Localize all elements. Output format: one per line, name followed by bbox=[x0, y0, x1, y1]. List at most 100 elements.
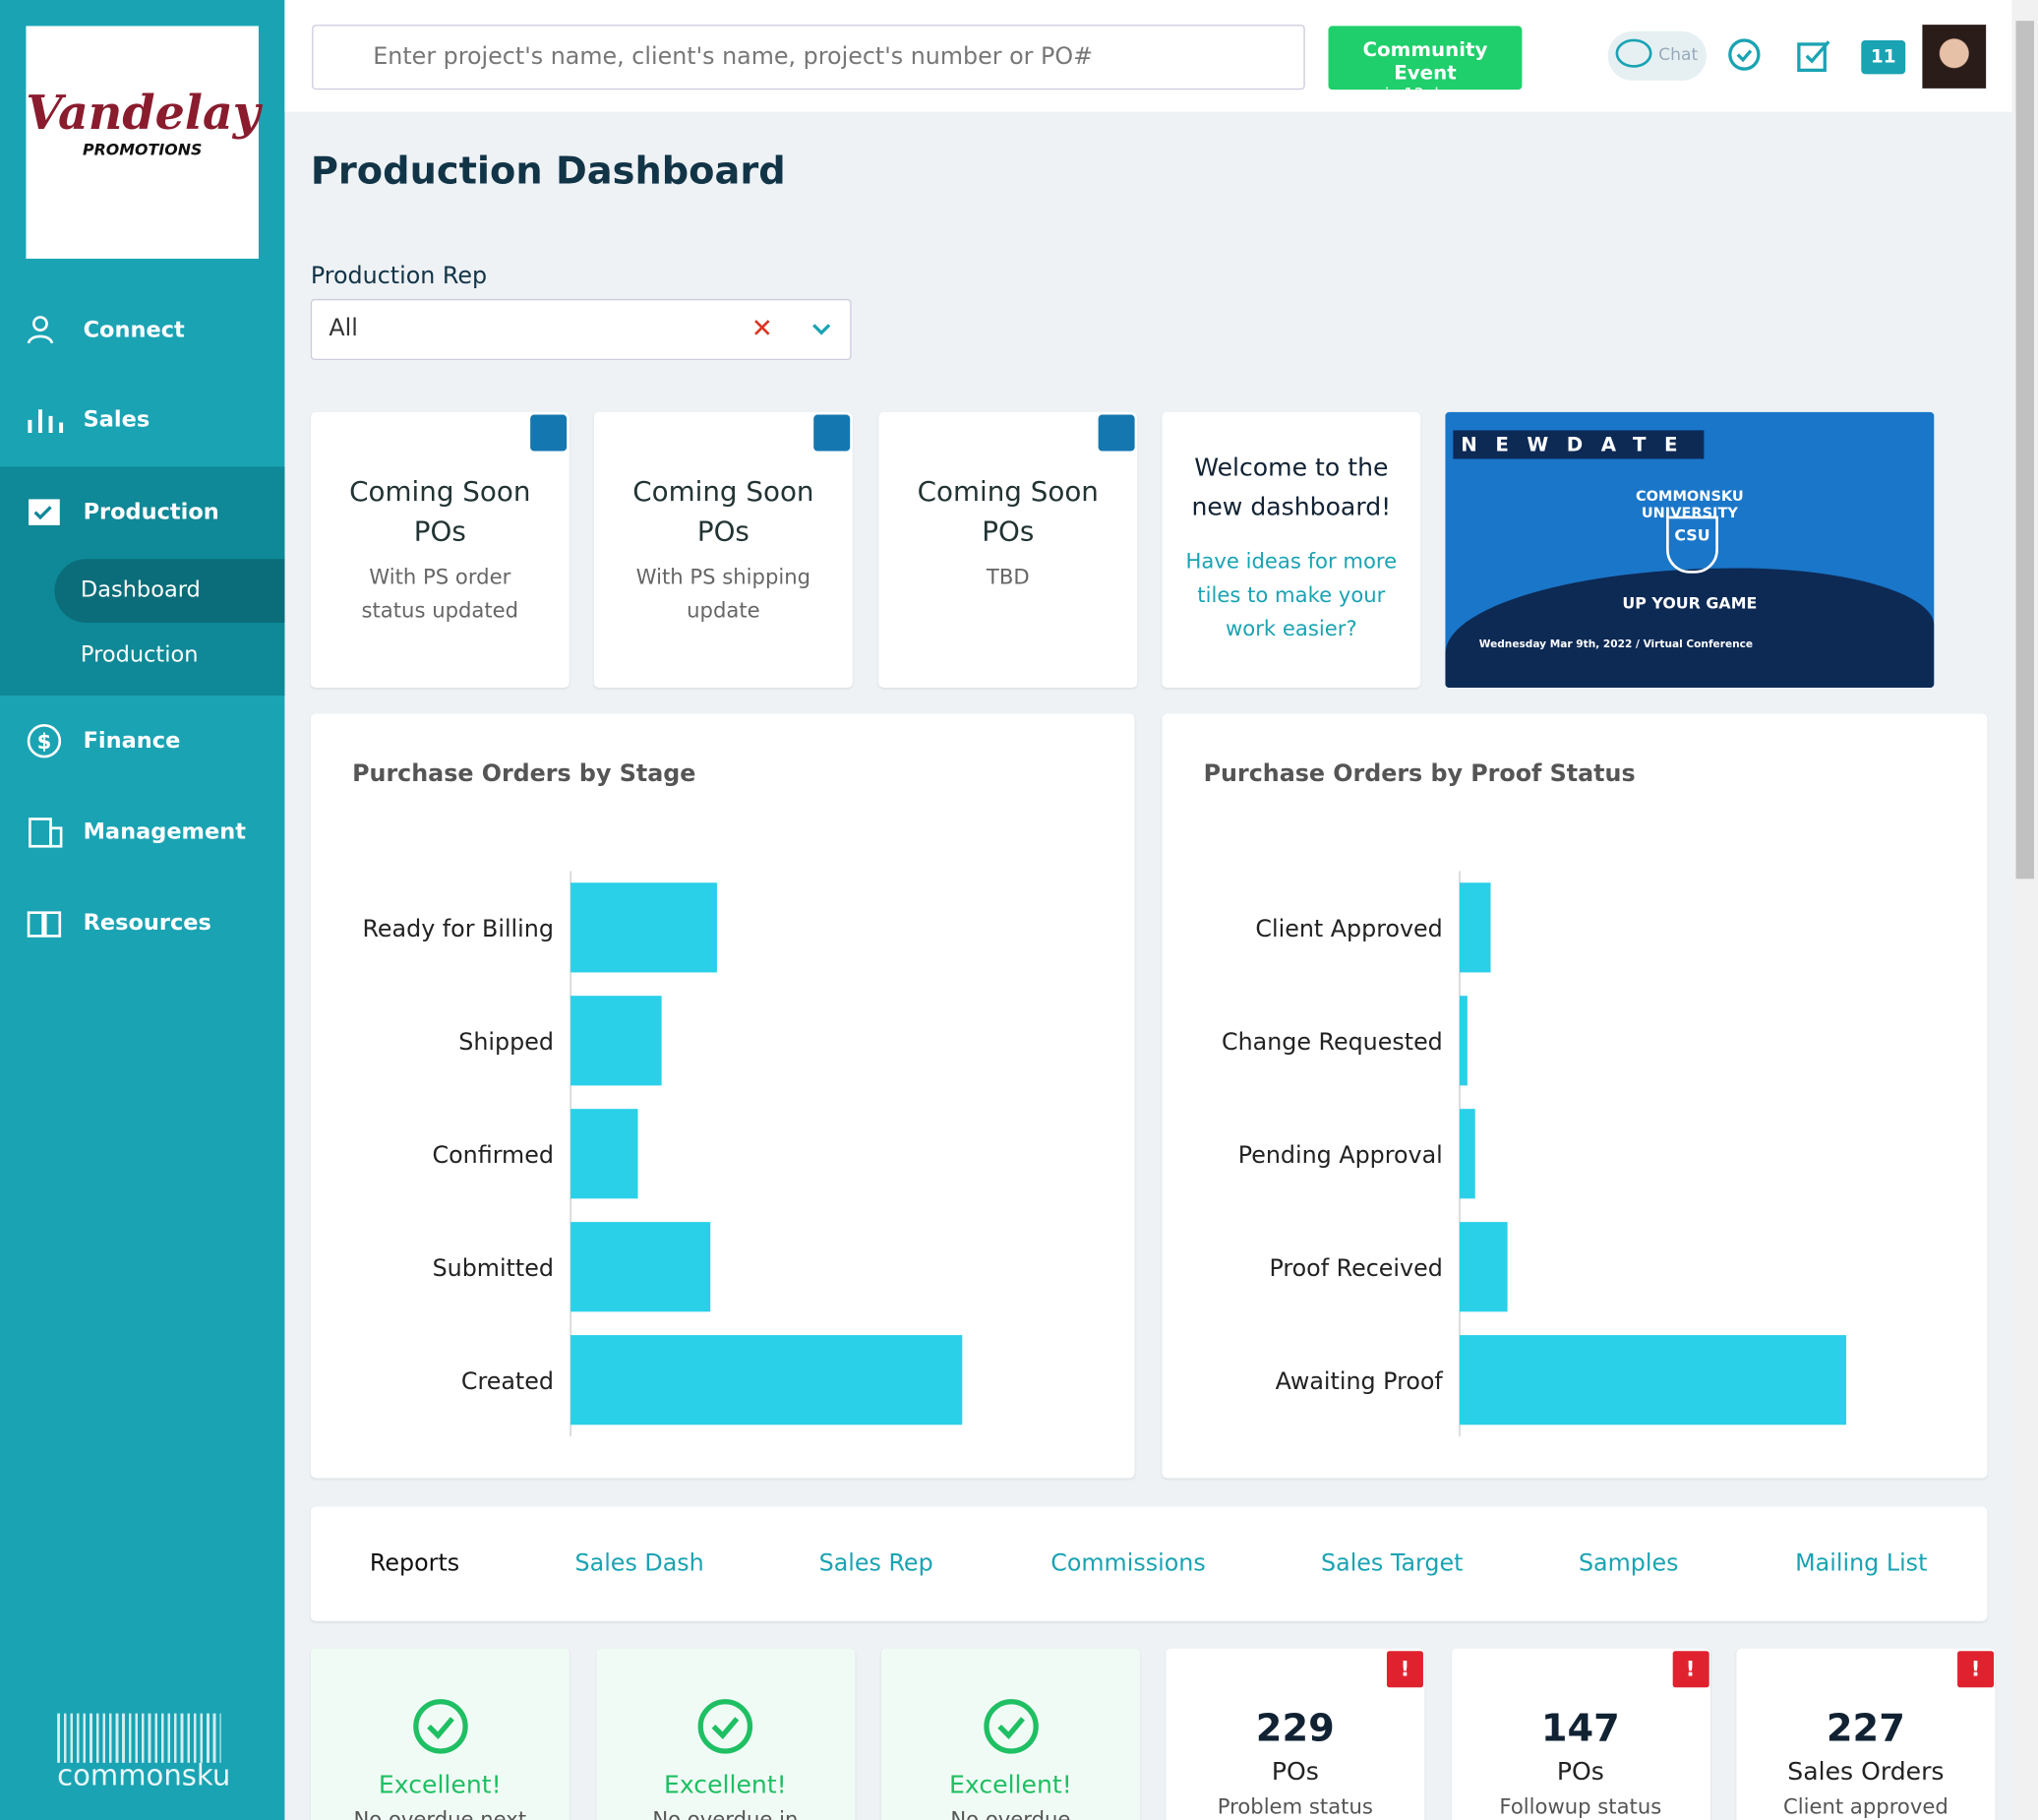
banner-badge: CSU bbox=[1666, 516, 1718, 574]
banner-date: Wednesday Mar 9th, 2022 / Virtual Confer… bbox=[1478, 637, 1754, 650]
welcome-title: Welcome to the new dashboard! bbox=[1191, 454, 1392, 521]
bar bbox=[1459, 1335, 1847, 1426]
nav-label[interactable]: Production bbox=[83, 499, 219, 525]
logo-sub: PROMOTIONS bbox=[82, 140, 203, 159]
nav-item[interactable]: $ Finance bbox=[0, 702, 284, 780]
category-label: Client Approved bbox=[1255, 915, 1442, 942]
filter-value: All bbox=[329, 314, 358, 342]
status-tile: Excellent! No overdue bbox=[880, 1648, 1140, 1820]
event-title: Community Event bbox=[1362, 37, 1488, 85]
nav-label[interactable]: Management bbox=[83, 819, 246, 845]
filter-select[interactable]: All ✕ bbox=[310, 298, 852, 361]
category-label: Created bbox=[461, 1367, 554, 1395]
status-tile: Excellent! No overdue next bbox=[310, 1648, 569, 1820]
nav-label[interactable]: Finance bbox=[83, 728, 181, 755]
bar bbox=[570, 1222, 711, 1312]
check-mark bbox=[996, 1717, 1025, 1740]
subnav-item[interactable]: Production bbox=[80, 641, 199, 669]
check-icon bbox=[412, 1699, 468, 1754]
page-title: Production Dashboard bbox=[310, 148, 786, 193]
tile-sub: POs bbox=[413, 516, 466, 548]
nav-item[interactable]: Management bbox=[0, 793, 284, 871]
bar bbox=[1459, 882, 1491, 973]
scrollbar bbox=[2011, 0, 2038, 1820]
bar bbox=[1459, 1222, 1508, 1312]
tile-title: Coming Soon bbox=[349, 475, 531, 508]
reports-tab[interactable]: Sales Target bbox=[1321, 1549, 1464, 1577]
reports-tab[interactable]: Commissions bbox=[1050, 1549, 1206, 1577]
check-circle bbox=[697, 1699, 753, 1754]
status-tile: Excellent! No overdue in bbox=[595, 1648, 855, 1820]
status-text: No overdue next bbox=[353, 1806, 527, 1820]
barcode bbox=[57, 1713, 221, 1763]
count-value: 229 bbox=[1255, 1705, 1335, 1750]
chart-title: Purchase Orders by Stage bbox=[352, 759, 695, 787]
chat-button[interactable]: Chat bbox=[1607, 30, 1708, 81]
status-title: Excellent! bbox=[378, 1770, 502, 1799]
reports-tab-active[interactable]: Reports bbox=[369, 1549, 460, 1577]
clear-icon[interactable]: ✕ bbox=[750, 312, 773, 343]
category-label: Change Requested bbox=[1222, 1028, 1443, 1056]
count-tile: ! 227 Sales Orders Client approved bbox=[1736, 1648, 1996, 1820]
logo: Vandelay PROMOTIONS bbox=[26, 26, 260, 259]
count-value: 147 bbox=[1540, 1705, 1620, 1750]
notes-icon[interactable] bbox=[1795, 36, 1834, 76]
svg-text:$: $ bbox=[37, 729, 52, 754]
count-tile: ! 229 POs Problem status bbox=[1166, 1648, 1425, 1820]
welcome-link[interactable]: Have ideas for more tiles to make your w… bbox=[1185, 548, 1398, 641]
check-mark bbox=[711, 1717, 740, 1740]
banner-letters: NEWDATE bbox=[1453, 430, 1705, 459]
status-title: Excellent! bbox=[663, 1770, 787, 1799]
reports-tab[interactable]: Samples bbox=[1578, 1549, 1679, 1577]
nav-item[interactable]: Resources bbox=[0, 884, 284, 962]
nav-label[interactable]: Sales bbox=[83, 406, 150, 434]
subnav-item[interactable]: Dashboard bbox=[80, 576, 201, 604]
reports-tab[interactable]: Sales Dash bbox=[574, 1549, 704, 1577]
chart-card: Purchase Orders by Stage Ready for Billin… bbox=[310, 713, 1135, 1479]
reports-tab[interactable]: Mailing List bbox=[1795, 1549, 1928, 1577]
nav-active bbox=[54, 559, 285, 623]
status-text: No overdue in bbox=[652, 1806, 799, 1820]
check-circle bbox=[983, 1699, 1039, 1754]
tile-sub: POs bbox=[982, 516, 1035, 548]
filter-label: Production Rep bbox=[310, 262, 488, 290]
nav-item[interactable]: Sales bbox=[0, 381, 284, 458]
chat-icon bbox=[1615, 38, 1652, 68]
nav-item[interactable]: Production bbox=[0, 473, 284, 551]
bar bbox=[1459, 996, 1468, 1086]
bar bbox=[570, 1109, 638, 1199]
tile-title: Coming Soon bbox=[632, 475, 814, 508]
category-label: Confirmed bbox=[433, 1141, 554, 1169]
tile: Coming Soon POs With PS order status updat… bbox=[310, 411, 569, 689]
count-label: POs bbox=[1556, 1757, 1604, 1787]
tile-title: Coming Soon bbox=[917, 475, 1099, 508]
status-title: Excellent! bbox=[949, 1770, 1072, 1799]
notification-badge[interactable]: 11 bbox=[1861, 39, 1906, 75]
count-label: Sales Orders bbox=[1787, 1757, 1945, 1787]
banner-tagline: UP YOUR GAME bbox=[1622, 593, 1758, 613]
category-label: Proof Received bbox=[1269, 1254, 1442, 1282]
tile-text: With PS shipping update bbox=[635, 564, 811, 623]
bar bbox=[570, 996, 662, 1086]
bar bbox=[570, 882, 717, 973]
nav-item[interactable]: Connect bbox=[0, 291, 284, 369]
footer-logo: commonsku bbox=[57, 1760, 231, 1793]
category-label: Shipped bbox=[458, 1028, 554, 1056]
chart-title: Purchase Orders by Proof Status bbox=[1204, 759, 1636, 787]
search-box[interactable]: Enter project's name, client's name, pro… bbox=[312, 25, 1305, 91]
scroll-thumb bbox=[2015, 21, 2035, 880]
avatar[interactable] bbox=[1922, 25, 1987, 89]
nav-label[interactable]: Resources bbox=[83, 910, 211, 937]
reports-tab[interactable]: Sales Rep bbox=[818, 1549, 933, 1577]
status-text: No overdue bbox=[950, 1806, 1071, 1820]
category-label: Awaiting Proof bbox=[1276, 1367, 1444, 1395]
event-button[interactable]: Community Event in 13 days bbox=[1328, 26, 1523, 102]
chart-card: Purchase Orders by Proof Status Client Ap… bbox=[1162, 713, 1988, 1479]
dropdown-icon[interactable] bbox=[811, 320, 832, 338]
category-label: Pending Approval bbox=[1238, 1141, 1443, 1169]
banner[interactable]: NEWDATE COMMONSKU UNIVERSITY CSU UP YOUR… bbox=[1445, 411, 1935, 689]
nav-label[interactable]: Connect bbox=[83, 317, 185, 343]
tasks-icon[interactable] bbox=[1726, 36, 1766, 76]
tile-icon bbox=[1098, 414, 1135, 452]
